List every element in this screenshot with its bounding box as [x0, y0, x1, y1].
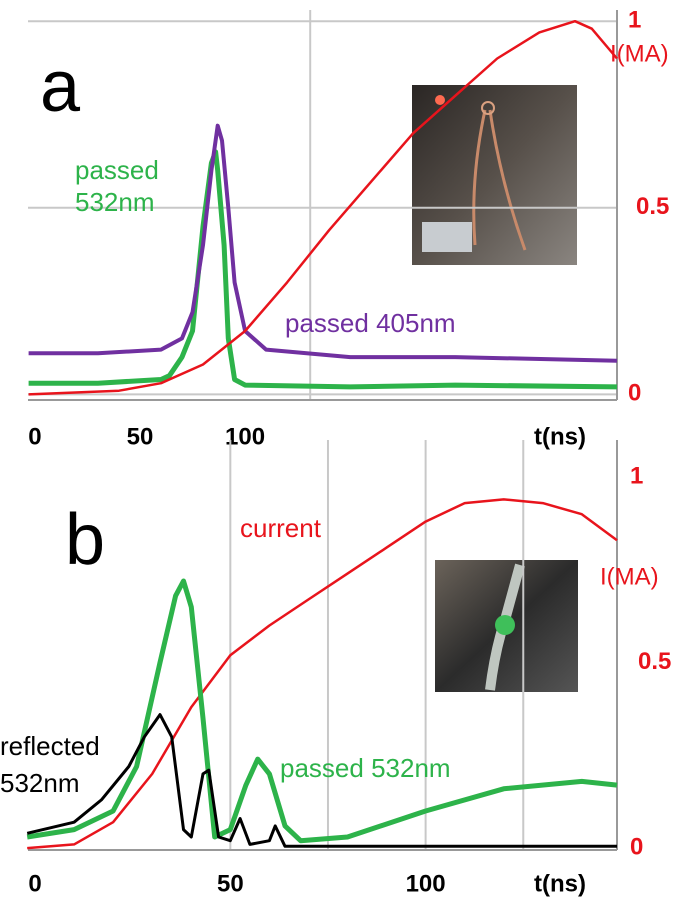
inset-photo-a: [412, 85, 577, 265]
y-tick-label: 0: [628, 380, 641, 407]
y-tick-label: 0: [630, 833, 643, 860]
x-axis-label: t(ns): [534, 423, 586, 450]
x-tick-label: 100: [225, 423, 265, 450]
x-tick-label: 0: [28, 423, 41, 450]
y-axis-label: I(MA): [610, 40, 669, 67]
series-line: [27, 498, 618, 850]
series-label: passed 532nm: [280, 753, 451, 783]
panel-letter: a: [40, 47, 81, 127]
series-line: [26, 713, 617, 848]
x-tick-label: 50: [127, 423, 154, 450]
series-label: reflected: [0, 731, 100, 761]
y-tick-label: 1: [630, 462, 643, 489]
y-tick-label: 0.5: [638, 648, 671, 675]
inset-photo-b: [435, 560, 578, 692]
y-tick-label: 0.5: [636, 193, 669, 220]
x-tick-label: 100: [406, 870, 446, 897]
x-tick-label: 50: [217, 870, 244, 897]
series-label: current: [240, 513, 322, 543]
series-label: passed 405nm: [285, 308, 456, 338]
y-tick-label: 1: [628, 7, 641, 34]
series-line: [28, 19, 618, 396]
y-axis-label: I(MA): [600, 563, 659, 590]
series-line: [28, 123, 618, 363]
series-label: 532nm: [0, 768, 80, 798]
series-label: passed: [75, 155, 159, 185]
x-axis-label: t(ns): [534, 870, 586, 897]
x-tick-label: 0: [28, 870, 41, 897]
series-label: 532nm: [75, 187, 155, 217]
panel-letter: b: [65, 500, 105, 580]
series-line: [26, 578, 618, 844]
